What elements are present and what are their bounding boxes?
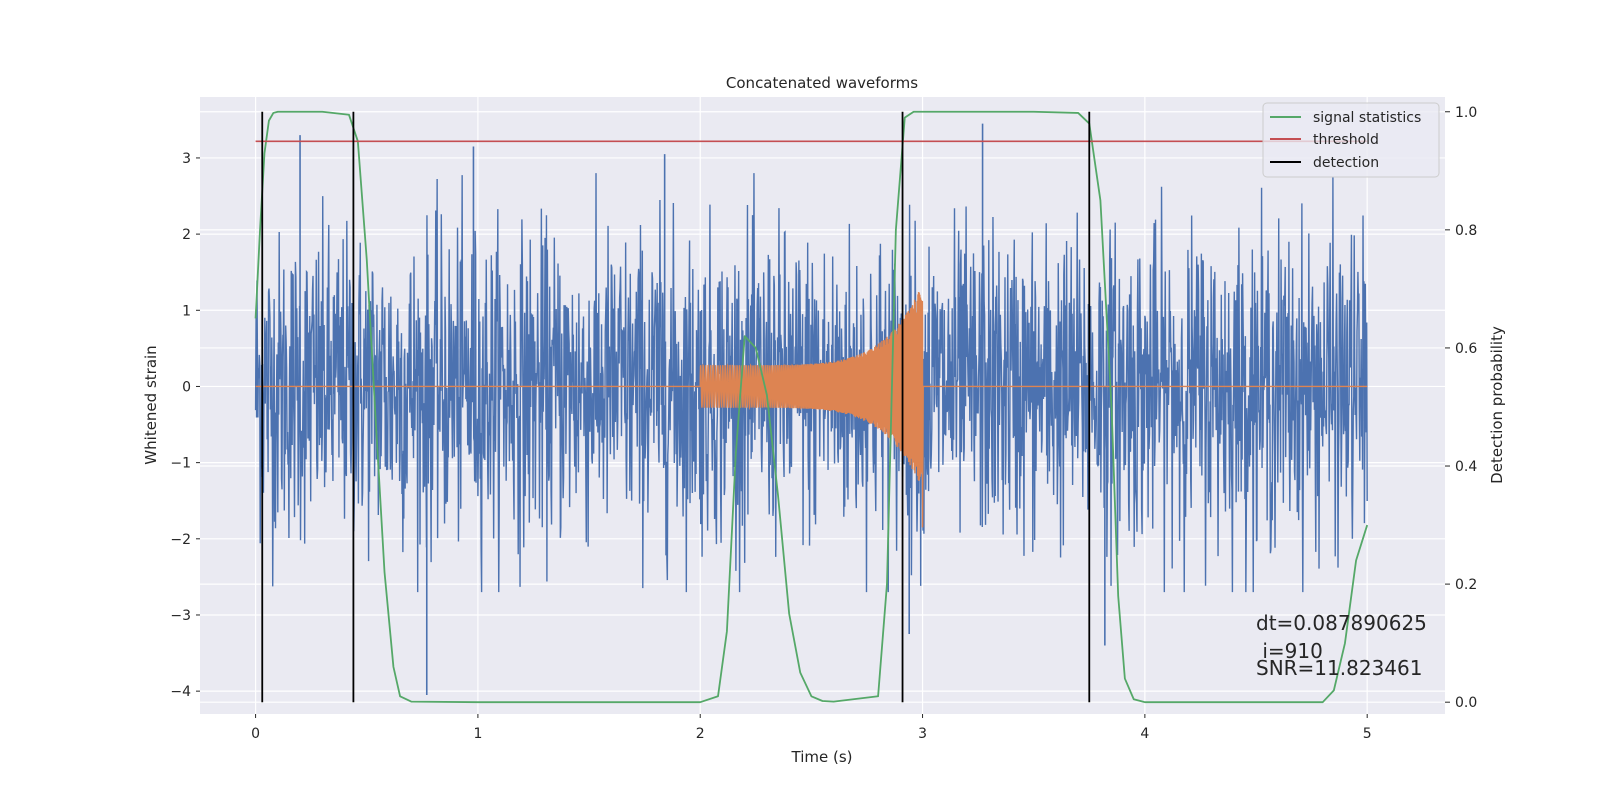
strain-line bbox=[254, 173, 1368, 593]
x-axis-label: Time (s) bbox=[791, 748, 853, 766]
chart-title: Concatenated waveforms bbox=[726, 74, 918, 92]
y-tick-label: −2 bbox=[170, 532, 191, 548]
y-tick-label: 3 bbox=[182, 151, 191, 167]
y-tick-label: −1 bbox=[170, 456, 191, 472]
y2-tick-label: 1.0 bbox=[1455, 105, 1477, 121]
y2-axis-label: Detection probability bbox=[1488, 326, 1506, 484]
y-tick-label: 2 bbox=[182, 227, 191, 243]
legend-box bbox=[1262, 102, 1440, 178]
legend-label-threshold: threshold bbox=[1313, 132, 1379, 148]
x-tick-label: 3 bbox=[918, 726, 927, 742]
y2-tick-label: 0.2 bbox=[1455, 577, 1477, 593]
template-line bbox=[255, 292, 1368, 528]
y-tick-label: 1 bbox=[182, 303, 191, 319]
y2-tick-label: 0.0 bbox=[1455, 695, 1477, 711]
x-tick-label: 5 bbox=[1363, 726, 1372, 742]
y-tick-label: −4 bbox=[170, 684, 191, 700]
y2-tick-label: 0.8 bbox=[1455, 223, 1477, 239]
x-tick-label: 0 bbox=[251, 726, 260, 742]
legend-label-signal-statistics: signal statistics bbox=[1313, 110, 1421, 126]
x-tick-label: 2 bbox=[696, 726, 705, 742]
annotation-snr: SNR=11.823461 bbox=[1256, 656, 1422, 680]
legend-label-detection: detection bbox=[1313, 155, 1379, 171]
annotation-dt: dt=0.087890625 bbox=[1256, 611, 1427, 635]
y-tick-label: −3 bbox=[170, 608, 191, 624]
y-tick-label: 0 bbox=[182, 379, 191, 395]
y-axis-label: Whitened strain bbox=[142, 345, 160, 464]
axis-ticks: 0 1 2 3 4 5 −4 −3 −2 −1 0 1 2 3 0.0 0.2 0.4 0.6 0.8 1.0 bbox=[170, 105, 1477, 742]
annotation-i: i=910 bbox=[1256, 639, 1323, 663]
x-tick-label: 4 bbox=[1140, 726, 1149, 742]
y2-tick-label: 0.4 bbox=[1455, 459, 1477, 475]
legend: signal statistics threshold detection bbox=[1262, 102, 1440, 178]
plot-area bbox=[254, 110, 1369, 704]
x-tick-label: 1 bbox=[473, 726, 482, 742]
y2-tick-label: 0.6 bbox=[1455, 341, 1477, 357]
annotations: dt=0.087890625 i=910 SNR=11.823461 bbox=[1256, 611, 1427, 680]
